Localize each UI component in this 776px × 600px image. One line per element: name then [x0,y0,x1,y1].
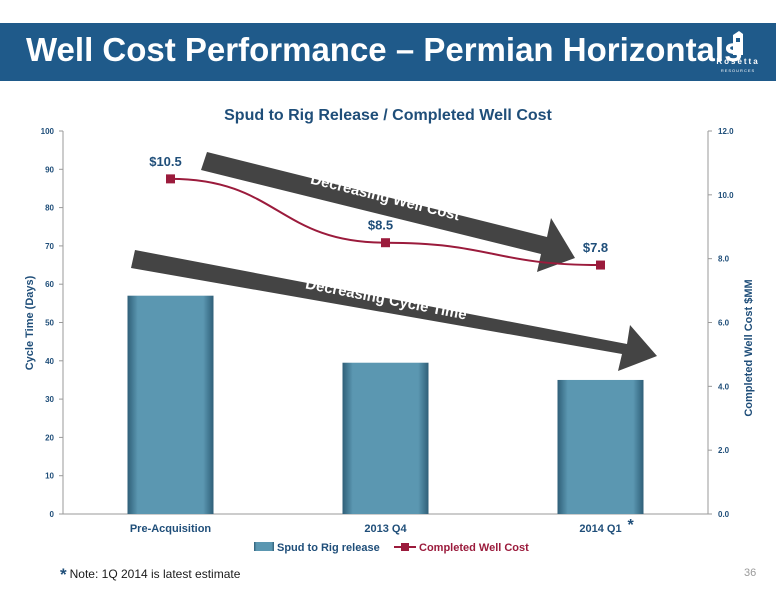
y2-tick-label: 6.0 [718,319,730,328]
well-cost-arrow: Decreasing Well Cost [201,152,575,272]
y2-tick-label: 12.0 [718,127,734,136]
line-point [166,174,175,184]
legend-label-line: Completed Well Cost [419,542,529,554]
y2-tick-label: 10.0 [718,191,734,200]
logo-text: Rosetta [716,57,760,66]
y-tick-label: 0 [50,510,55,519]
y2-tick-label: 4.0 [718,382,730,391]
line-point [381,238,390,248]
line-point [596,260,605,270]
legend-swatch-marker [401,543,409,551]
y-tick-label: 80 [45,204,54,213]
data-label: $8.5 [368,218,393,233]
x-tick-label: 2013 Q4 [364,523,407,535]
y-tick-label: 20 [45,433,54,442]
title-banner: Well Cost Performance – Permian Horizont… [0,23,776,81]
page-number: 36 [744,567,757,579]
chart-title: Spud to Rig Release / Completed Well Cos… [224,107,552,124]
y-axis-title: Cycle Time (Days) [24,275,36,370]
y-tick-label: 100 [41,127,55,136]
x-tick-label: Pre-Acquisition [130,523,212,535]
logo-tower-icon [733,31,743,55]
y2-tick-label: 2.0 [718,446,730,455]
y-tick-label: 10 [45,472,54,481]
company-logo: Rosetta RESOURCES [708,29,768,77]
x-tick-label: 2014 Q1 [579,523,621,535]
y2-tick-label: 8.0 [718,255,730,264]
footnote: * Note: 1Q 2014 is latest estimate [60,565,240,585]
x-tick-footnote-mark: * [628,517,635,534]
footnote-star: * [60,565,67,584]
logo-subtext: RESOURCES [720,68,756,73]
bar [127,295,214,514]
bar [557,379,644,514]
legend-label-bar: Spud to Rig release [277,542,380,554]
y-tick-label: 60 [45,280,54,289]
chart: Spud to Rig Release / Completed Well Cos… [24,107,755,554]
legend: Spud to Rig release Completed Well Cost [254,542,529,554]
y-tick-label: 70 [45,242,54,251]
bar [342,362,429,514]
data-label: $7.8 [583,240,608,255]
legend-swatch-bar [254,542,274,551]
y-tick-label: 90 [45,165,54,174]
footnote-text: Note: 1Q 2014 is latest estimate [69,567,241,581]
page-title: Well Cost Performance – Permian Horizont… [26,31,743,68]
y-tick-label: 50 [45,319,54,328]
y-tick-label: 40 [45,357,54,366]
y2-axis-title: Completed Well Cost $MM [743,279,755,416]
y-tick-label: 30 [45,395,54,404]
data-label: $10.5 [149,154,182,169]
y2-tick-label: 0.0 [718,510,730,519]
